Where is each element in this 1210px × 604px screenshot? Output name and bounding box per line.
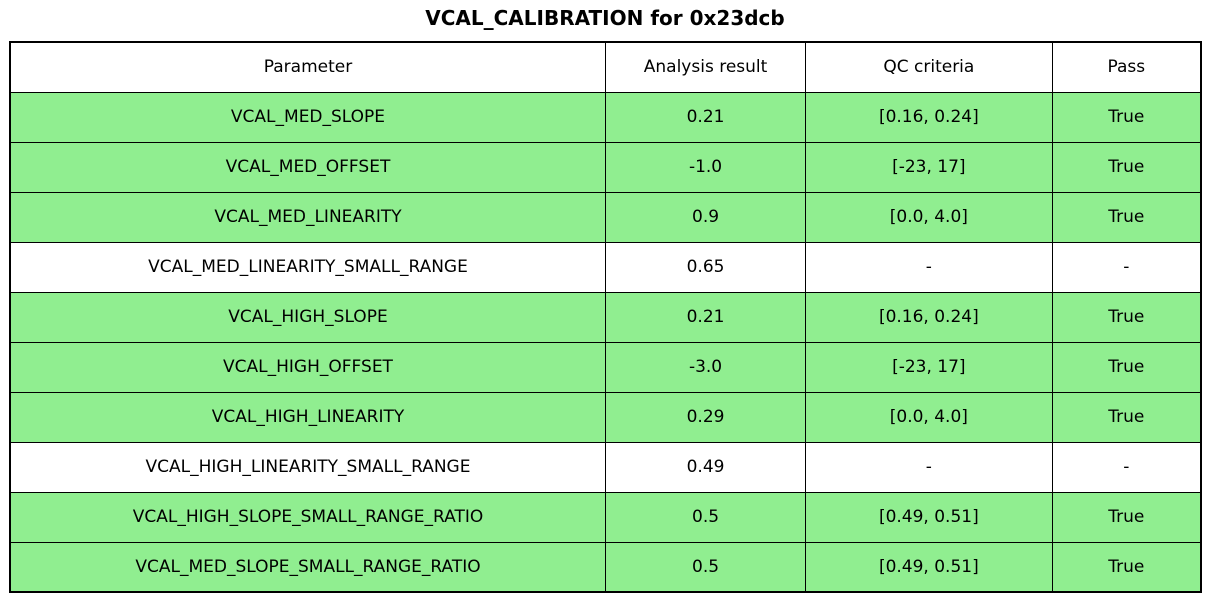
qc-criteria-cell: [0.0, 4.0] <box>805 391 1053 443</box>
figure-title: VCAL_CALIBRATION for 0x23dcb <box>425 6 785 30</box>
table-row: VCAL_HIGH_OFFSET -3.0 [-23, 17] True <box>9 341 1202 393</box>
header-pass: Pass <box>1051 41 1202 93</box>
table-row: VCAL_MED_OFFSET -1.0 [-23, 17] True <box>9 141 1202 193</box>
analysis-result-cell: 0.65 <box>604 241 807 293</box>
table-row: VCAL_HIGH_LINEARITY 0.29 [0.0, 4.0] True <box>9 391 1202 443</box>
qc-criteria-cell: [-23, 17] <box>805 141 1053 193</box>
table-header: Parameter Analysis result QC criteria Pa… <box>9 41 1202 93</box>
parameter-cell: VCAL_MED_LINEARITY_SMALL_RANGE <box>9 241 606 293</box>
qc-results-table: Parameter Analysis result QC criteria Pa… <box>9 41 1202 593</box>
analysis-result-cell: -3.0 <box>604 341 807 393</box>
analysis-result-cell: 0.21 <box>604 291 807 343</box>
qc-criteria-cell: [0.16, 0.24] <box>805 91 1053 143</box>
pass-cell: True <box>1051 91 1202 143</box>
pass-cell: - <box>1051 441 1202 493</box>
qc-criteria-cell: - <box>805 441 1053 493</box>
qc-criteria-cell: [0.0, 4.0] <box>805 191 1053 243</box>
parameter-cell: VCAL_HIGH_LINEARITY <box>9 391 606 443</box>
pass-cell: True <box>1051 291 1202 343</box>
header-parameter: Parameter <box>9 41 606 93</box>
pass-cell: True <box>1051 191 1202 243</box>
table-row: VCAL_HIGH_LINEARITY_SMALL_RANGE 0.49 - - <box>9 441 1202 493</box>
parameter-cell: VCAL_HIGH_SLOPE_SMALL_RANGE_RATIO <box>9 491 606 543</box>
header-row: Parameter Analysis result QC criteria Pa… <box>9 41 1202 93</box>
pass-cell: True <box>1051 141 1202 193</box>
header-analysis-result: Analysis result <box>604 41 807 93</box>
qc-criteria-cell: [0.49, 0.51] <box>805 541 1053 593</box>
parameter-cell: VCAL_HIGH_LINEARITY_SMALL_RANGE <box>9 441 606 493</box>
parameter-cell: VCAL_MED_SLOPE <box>9 91 606 143</box>
qc-criteria-cell: [0.16, 0.24] <box>805 291 1053 343</box>
analysis-result-cell: 0.21 <box>604 91 807 143</box>
table-row: VCAL_MED_SLOPE 0.21 [0.16, 0.24] True <box>9 91 1202 143</box>
pass-cell: True <box>1051 391 1202 443</box>
analysis-result-cell: -1.0 <box>604 141 807 193</box>
table-row: VCAL_MED_LINEARITY 0.9 [0.0, 4.0] True <box>9 191 1202 243</box>
analysis-result-cell: 0.5 <box>604 541 807 593</box>
pass-cell: True <box>1051 491 1202 543</box>
pass-cell: True <box>1051 541 1202 593</box>
qc-criteria-cell: - <box>805 241 1053 293</box>
analysis-result-cell: 0.49 <box>604 441 807 493</box>
qc-criteria-cell: [-23, 17] <box>805 341 1053 393</box>
qc-criteria-cell: [0.49, 0.51] <box>805 491 1053 543</box>
analysis-result-cell: 0.29 <box>604 391 807 443</box>
parameter-cell: VCAL_HIGH_OFFSET <box>9 341 606 393</box>
analysis-result-cell: 0.9 <box>604 191 807 243</box>
table-row: VCAL_HIGH_SLOPE 0.21 [0.16, 0.24] True <box>9 291 1202 343</box>
table-row: VCAL_MED_SLOPE_SMALL_RANGE_RATIO 0.5 [0.… <box>9 541 1202 593</box>
parameter-cell: VCAL_MED_LINEARITY <box>9 191 606 243</box>
analysis-result-cell: 0.5 <box>604 491 807 543</box>
header-qc-criteria: QC criteria <box>805 41 1053 93</box>
parameter-cell: VCAL_MED_SLOPE_SMALL_RANGE_RATIO <box>9 541 606 593</box>
parameter-cell: VCAL_MED_OFFSET <box>9 141 606 193</box>
table-row: VCAL_HIGH_SLOPE_SMALL_RANGE_RATIO 0.5 [0… <box>9 491 1202 543</box>
table-row: VCAL_MED_LINEARITY_SMALL_RANGE 0.65 - - <box>9 241 1202 293</box>
pass-cell: True <box>1051 341 1202 393</box>
pass-cell: - <box>1051 241 1202 293</box>
parameter-cell: VCAL_HIGH_SLOPE <box>9 291 606 343</box>
table-body: VCAL_MED_SLOPE 0.21 [0.16, 0.24] True VC… <box>9 91 1202 593</box>
